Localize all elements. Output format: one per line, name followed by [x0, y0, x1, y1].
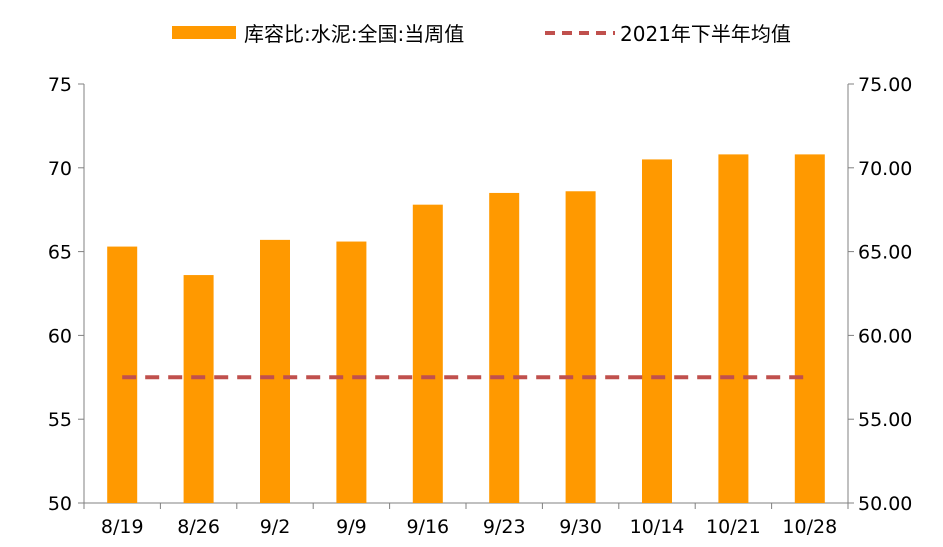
bar [260, 239, 290, 504]
bars [107, 154, 825, 504]
bar [107, 246, 138, 503]
bar [794, 154, 825, 503]
x-tick-label: 9/23 [483, 516, 526, 538]
legend-swatch-bar [172, 26, 236, 39]
bar [183, 275, 214, 503]
legend-label-bar: 库容比:水泥:全国:当周值 [244, 22, 464, 46]
bar [565, 191, 596, 503]
x-tick-label: 10/28 [782, 516, 837, 538]
y-tick-label-right: 50.00 [858, 493, 912, 515]
bar [412, 204, 443, 503]
x-tick-label: 9/2 [260, 516, 291, 538]
bar [336, 241, 367, 503]
y-tick-label-right: 70.00 [858, 158, 912, 180]
x-tick-label: 8/19 [101, 516, 144, 538]
y-tick-label-left: 65 [48, 242, 72, 264]
y-tick-label-left: 70 [48, 158, 72, 180]
bar [642, 159, 672, 504]
legend: 库容比:水泥:全国:当周值 2021年下半年均值 [172, 22, 791, 46]
y-tick-label-right: 55.00 [858, 409, 912, 431]
x-tick-label: 10/21 [706, 516, 761, 538]
x-tick-label: 9/30 [559, 516, 602, 538]
x-tick-label: 8/26 [177, 516, 220, 538]
y-tick-label-right: 60.00 [858, 325, 912, 347]
x-tick-label: 9/16 [406, 516, 449, 538]
y-axis-right-labels: 50.00 55.00 60.00 65.00 70.00 75.00 [858, 74, 912, 515]
y-axis-left-labels: 50 55 60 65 70 75 [48, 74, 72, 515]
x-tick-label: 10/14 [630, 516, 685, 538]
y-tick-label-left: 75 [48, 74, 72, 96]
legend-label-line: 2021年下半年均值 [620, 22, 791, 46]
y-tick-label-left: 55 [48, 409, 72, 431]
y-tick-label-right: 65.00 [858, 242, 912, 264]
x-tick-label: 9/9 [336, 516, 367, 538]
y-tick-label-right: 75.00 [858, 74, 912, 96]
bar [489, 192, 520, 503]
x-axis-labels: 8/19 8/26 9/2 9/9 9/16 9/23 9/30 10/14 10/21 10/2… [101, 516, 837, 538]
bar [718, 154, 749, 503]
y-tick-label-left: 50 [48, 493, 72, 515]
y-tick-label-left: 60 [48, 325, 72, 347]
